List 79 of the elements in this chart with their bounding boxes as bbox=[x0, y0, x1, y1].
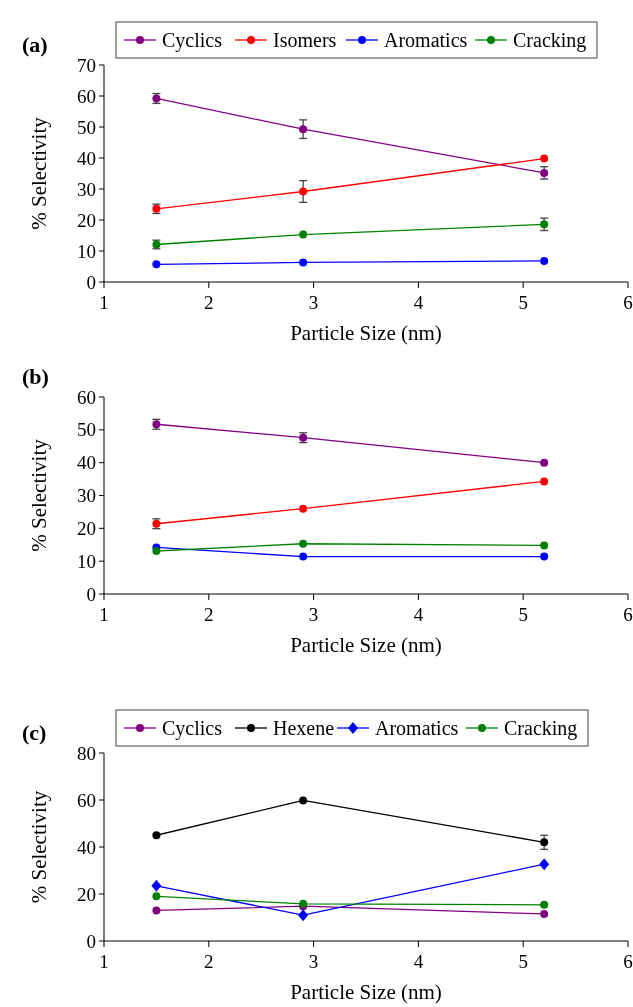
y-tick-label: 20 bbox=[77, 883, 96, 905]
y-tick-label: 40 bbox=[77, 147, 96, 169]
legend-label: Aromatics bbox=[375, 717, 459, 739]
y-tick-label: 0 bbox=[86, 271, 96, 293]
x-tick-label: 2 bbox=[204, 292, 214, 313]
x-tick-label: 3 bbox=[308, 951, 319, 972]
x-tick-label: 5 bbox=[518, 292, 528, 313]
y-axis-title: % Selectivity bbox=[27, 116, 51, 230]
y-tick-label: 70 bbox=[77, 54, 96, 76]
point bbox=[540, 154, 549, 163]
y-tick-label: 30 bbox=[77, 485, 96, 507]
point bbox=[540, 541, 549, 550]
legend-label: Cracking bbox=[504, 717, 578, 740]
legend-label: Cracking bbox=[513, 29, 587, 52]
point bbox=[540, 256, 549, 265]
y-tick-label: 50 bbox=[77, 116, 96, 138]
x-tick-label: 6 bbox=[623, 292, 633, 313]
point bbox=[152, 260, 161, 269]
y-tick-label: 60 bbox=[77, 789, 96, 811]
point bbox=[151, 879, 162, 892]
x-tick-label: 5 bbox=[518, 951, 528, 972]
point bbox=[299, 258, 308, 267]
x-axis-title: Particle Size (nm) bbox=[290, 321, 442, 345]
x-tick-label: 3 bbox=[308, 604, 319, 625]
y-tick-label: 40 bbox=[77, 452, 96, 474]
y-axis-title: % Selectivity bbox=[27, 438, 51, 552]
y-tick-label: 10 bbox=[77, 550, 96, 572]
y-tick-label: 60 bbox=[77, 386, 96, 408]
y-tick-label: 10 bbox=[77, 240, 96, 262]
legend-label: Cyclics bbox=[162, 29, 223, 52]
point bbox=[539, 858, 550, 871]
x-tick-label: 5 bbox=[518, 604, 528, 625]
point bbox=[298, 909, 309, 922]
point bbox=[299, 539, 308, 548]
point bbox=[299, 552, 308, 561]
y-tick-label: 30 bbox=[77, 178, 96, 200]
legend-label: Cyclics bbox=[162, 717, 223, 740]
y-tick-label: 80 bbox=[77, 742, 96, 764]
x-axis-title: Particle Size (nm) bbox=[290, 633, 442, 657]
x-tick-label: 1 bbox=[99, 292, 109, 313]
legend-label: Hexene bbox=[273, 717, 335, 739]
x-tick-label: 1 bbox=[99, 951, 109, 972]
chart-title: (a) bbox=[22, 32, 48, 57]
x-tick-label: 1 bbox=[99, 604, 109, 625]
point bbox=[540, 458, 549, 467]
y-tick-label: 40 bbox=[77, 836, 96, 858]
y-axis-title: % Selectivity bbox=[27, 790, 51, 904]
y-tick-label: 50 bbox=[77, 419, 96, 441]
point bbox=[152, 831, 161, 840]
x-tick-label: 2 bbox=[204, 604, 214, 625]
x-tick-label: 4 bbox=[413, 951, 424, 972]
x-tick-label: 6 bbox=[623, 604, 633, 625]
chart-title: (c) bbox=[22, 720, 47, 745]
x-axis-title: Particle Size (nm) bbox=[290, 980, 442, 1004]
point bbox=[540, 900, 549, 909]
point bbox=[152, 892, 161, 901]
point bbox=[540, 477, 549, 486]
y-tick-label: 20 bbox=[77, 209, 96, 231]
point bbox=[540, 838, 549, 847]
point bbox=[299, 230, 308, 239]
y-tick-label: 0 bbox=[86, 583, 96, 605]
point bbox=[299, 796, 308, 805]
chart-title: (b) bbox=[22, 364, 49, 389]
point bbox=[152, 906, 161, 915]
y-tick-label: 20 bbox=[77, 517, 96, 539]
y-tick-label: 60 bbox=[77, 85, 96, 107]
x-tick-label: 4 bbox=[413, 604, 424, 625]
x-tick-label: 2 bbox=[204, 951, 214, 972]
x-tick-label: 4 bbox=[413, 292, 424, 313]
y-tick-label: 0 bbox=[86, 930, 96, 952]
point bbox=[299, 504, 308, 513]
point bbox=[299, 125, 308, 134]
point bbox=[540, 552, 549, 561]
legend-label: Aromatics bbox=[384, 29, 468, 51]
point bbox=[540, 909, 549, 918]
legend-label: Isomers bbox=[273, 29, 337, 51]
x-tick-label: 3 bbox=[308, 292, 319, 313]
point bbox=[299, 187, 308, 196]
x-tick-label: 6 bbox=[623, 951, 633, 972]
